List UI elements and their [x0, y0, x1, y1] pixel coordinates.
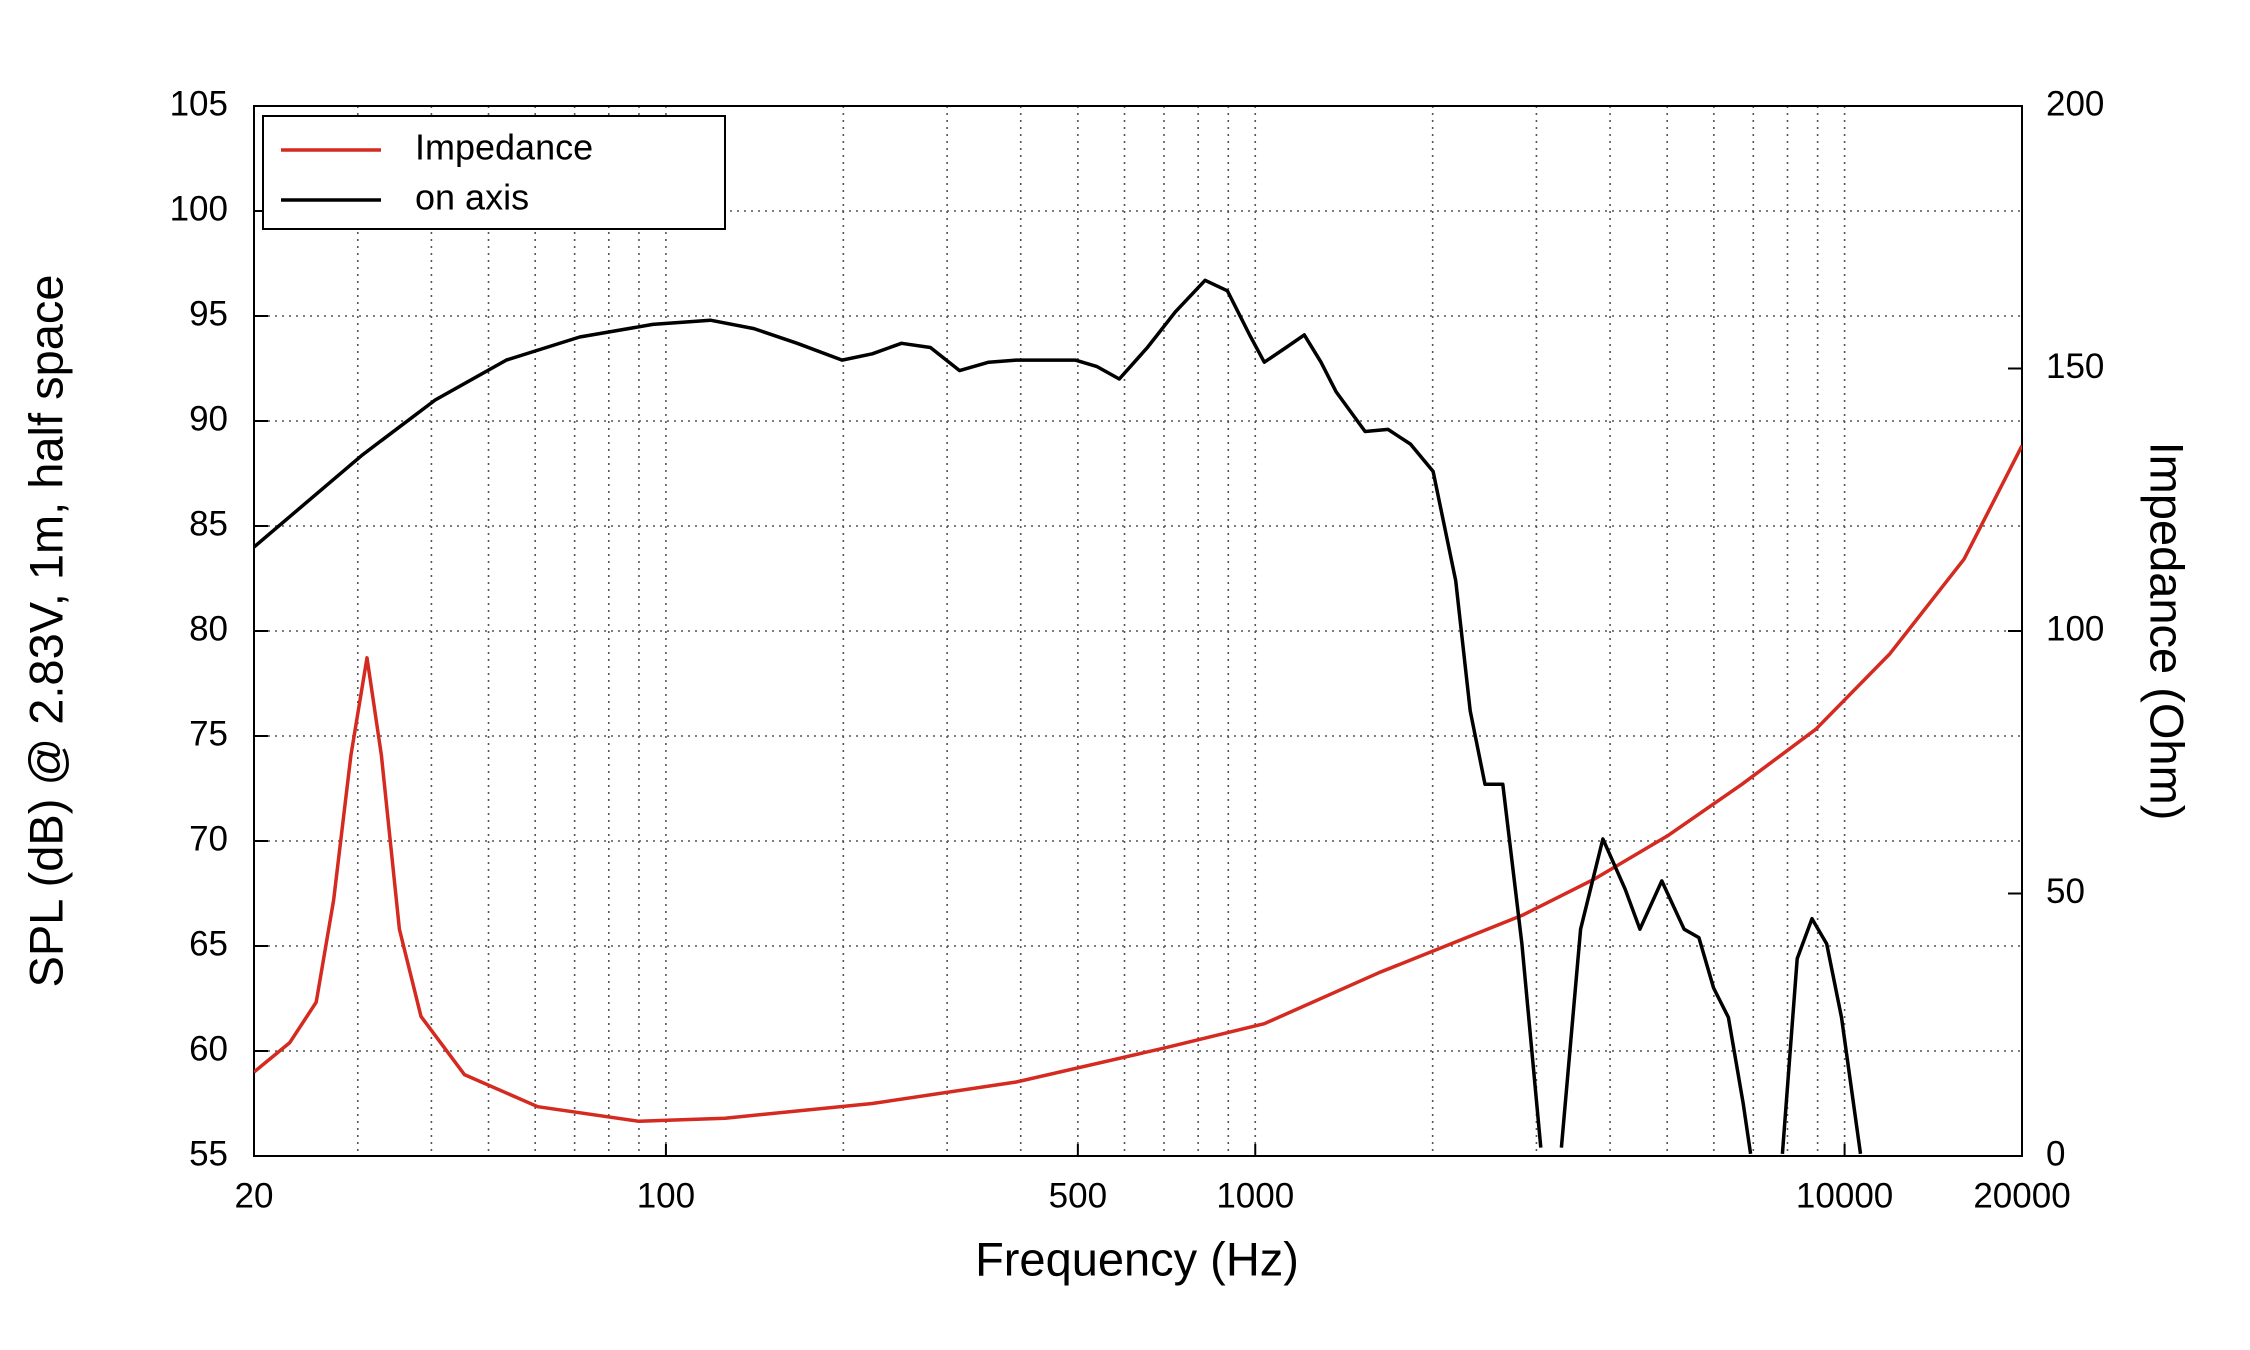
y-tick-label: 70	[189, 819, 228, 858]
x-tick-label: 100	[637, 1176, 695, 1215]
y-tick-label: 55	[189, 1134, 228, 1173]
y-tick-label: 85	[189, 504, 228, 543]
x-axis-title: Frequency (Hz)	[975, 1232, 1299, 1285]
y2-axis-title: Impedance (Ohm)	[2141, 442, 2194, 821]
y-tick-label: 80	[189, 609, 228, 648]
y2-tick-label: 50	[2046, 872, 2085, 911]
y-tick-label: 100	[170, 189, 228, 228]
plot-area	[254, 278, 2022, 1155]
y2-tick-label: 150	[2046, 347, 2104, 386]
y-tick-label: 105	[170, 84, 228, 123]
y-tick-label: 95	[189, 294, 228, 333]
y-tick-label: 60	[189, 1029, 228, 1068]
x-tick-label: 20000	[1973, 1176, 2070, 1215]
y-tick-label: 65	[189, 924, 228, 963]
plot-frame	[253, 105, 2023, 1157]
y-tick-label: 90	[189, 399, 228, 438]
x-tick-label: 500	[1049, 1176, 1107, 1215]
series-line	[254, 444, 2022, 1124]
y2-tick-label: 200	[2046, 84, 2104, 123]
legend-label: Impedance	[415, 127, 593, 168]
legend-label: on axis	[415, 177, 529, 218]
series-line	[254, 278, 1863, 1155]
x-tick-label: 20	[235, 1176, 274, 1215]
legend-box	[262, 115, 726, 230]
y2-tick-label: 0	[2046, 1134, 2065, 1173]
x-tick-label: 10000	[1796, 1176, 1893, 1215]
y2-tick-label: 100	[2046, 609, 2104, 648]
y-tick-label: 75	[189, 714, 228, 753]
x-tick-label: 1000	[1216, 1176, 1294, 1215]
y-axis-title: SPL (dB) @ 2.83V, 1m, half space	[19, 274, 72, 987]
